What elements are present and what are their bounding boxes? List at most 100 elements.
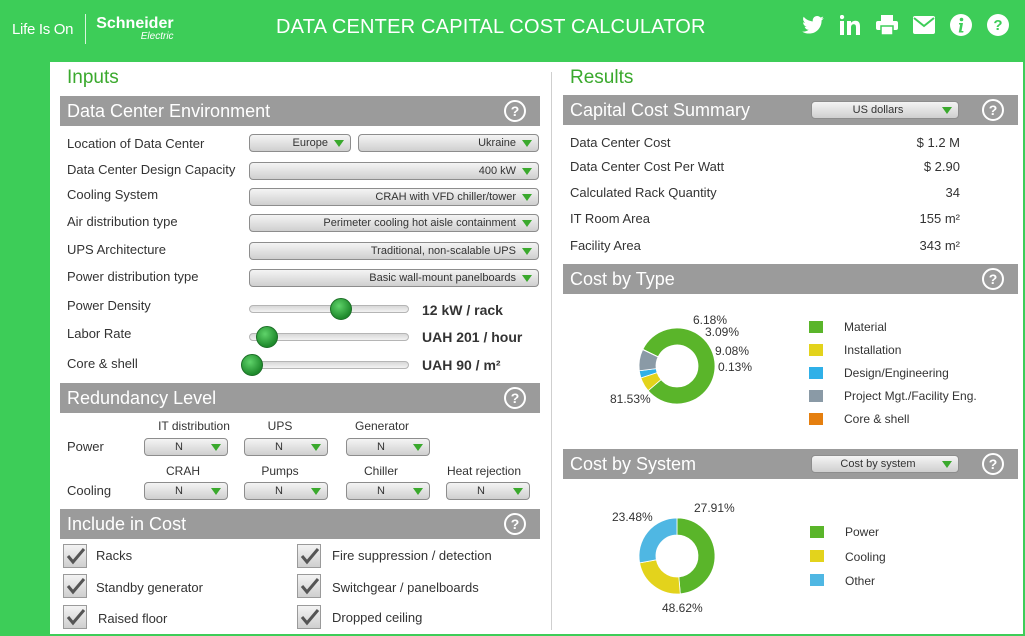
- chevron-down-icon: [522, 140, 532, 147]
- core-shell-slider[interactable]: [249, 361, 409, 369]
- capacity-dropdown[interactable]: 400 kW: [249, 162, 539, 180]
- cost-by-type-help-icon[interactable]: ?: [982, 268, 1004, 290]
- cost-by-type-heading: Cost by Type: [570, 269, 675, 289]
- labor-rate-slider[interactable]: [249, 333, 409, 341]
- chiller-dropdown[interactable]: N: [346, 482, 430, 500]
- power-density-slider[interactable]: [249, 305, 409, 313]
- core-shell-slider-handle[interactable]: [241, 354, 263, 376]
- capacity-value: 400 kW: [478, 165, 516, 177]
- pumps-dropdown[interactable]: N: [244, 482, 328, 500]
- chevron-down-icon: [334, 140, 344, 147]
- labor-rate-slider-handle[interactable]: [256, 326, 279, 348]
- cost-by-system-value: Cost by system: [840, 458, 916, 470]
- checkmark-icon: [66, 578, 86, 595]
- main-panel: Inputs Data Center Environment ? Locatio…: [50, 62, 1023, 634]
- ups-architecture-dropdown[interactable]: Traditional, non-scalable UPS: [249, 242, 539, 260]
- standby-generator-label: Standby generator: [96, 580, 203, 595]
- redundancy-help-icon[interactable]: ?: [504, 387, 526, 409]
- legend-installation: Installation: [844, 343, 902, 357]
- linkedin-icon[interactable]: [838, 13, 861, 36]
- power-redundancy-label: Power: [67, 439, 104, 454]
- legend-swatch-cooling: [810, 550, 824, 562]
- generator-value: N: [377, 441, 385, 453]
- checkmark-icon: [66, 548, 86, 565]
- ups-redundancy-value: N: [275, 441, 283, 453]
- slice-other[interactable]: [638, 517, 678, 564]
- legend-other: Other: [845, 574, 876, 588]
- switchgear-checkbox[interactable]: [297, 574, 321, 598]
- twitter-icon[interactable]: [801, 13, 824, 36]
- type-pct-project: 9.08%: [715, 344, 750, 358]
- environment-heading: Data Center Environment: [67, 101, 271, 121]
- ups-redundancy-dropdown[interactable]: N: [244, 438, 328, 456]
- slice-power[interactable]: [676, 517, 716, 595]
- slice-cooling[interactable]: [639, 559, 681, 595]
- core-shell-label: Core & shell: [67, 356, 138, 371]
- racks-checkbox[interactable]: [63, 544, 87, 568]
- life-is-on-tagline: Life Is On: [12, 20, 74, 38]
- heat-rejection-dropdown[interactable]: N: [446, 482, 530, 500]
- schneider-logo: Schneider Electric: [96, 16, 173, 42]
- dc-cost-label: Data Center Cost: [570, 135, 671, 150]
- country-value: Ukraine: [478, 137, 516, 149]
- slice-core-shell[interactable]: [642, 348, 659, 358]
- checkmark-icon: [300, 548, 320, 565]
- pumps-value: N: [275, 485, 283, 497]
- crah-dropdown[interactable]: N: [144, 482, 228, 500]
- results-title: Results: [570, 67, 634, 88]
- currency-dropdown[interactable]: US dollars: [811, 101, 959, 119]
- environment-help-icon[interactable]: ?: [504, 100, 526, 122]
- summary-help-icon[interactable]: ?: [982, 99, 1004, 121]
- chevron-down-icon: [311, 488, 321, 495]
- header-toolbar: ?: [801, 13, 1009, 36]
- currency-value: US dollars: [852, 104, 904, 116]
- help-icon[interactable]: ?: [986, 13, 1009, 36]
- chevron-down-icon: [522, 220, 532, 227]
- dropped-ceiling-label: Dropped ceiling: [332, 610, 423, 625]
- air-distribution-dropdown[interactable]: Perimeter cooling hot aisle containment: [249, 214, 539, 232]
- location-label: Location of Data Center: [67, 136, 205, 151]
- include-header: Include in Cost ?: [60, 509, 540, 539]
- region-dropdown[interactable]: Europe: [249, 134, 351, 152]
- legend-swatch-material: [809, 321, 823, 333]
- it-room-area-label: IT Room Area: [570, 211, 650, 226]
- chevron-down-icon: [211, 444, 221, 451]
- it-distribution-dropdown[interactable]: N: [144, 438, 228, 456]
- legend-material: Material: [844, 320, 887, 334]
- cost-per-watt-label: Data Center Cost Per Watt: [570, 159, 725, 174]
- cost-by-system-header: Cost by System Cost by system ?: [563, 449, 1018, 479]
- labor-rate-value: UAH 201 / hour: [422, 329, 523, 345]
- chevron-down-icon: [311, 444, 321, 451]
- cost-by-system-heading: Cost by System: [570, 454, 697, 474]
- dc-cost-value: $ 1.2 M: [916, 135, 960, 150]
- legend-swatch-other: [810, 574, 824, 586]
- cost-by-system-help-icon[interactable]: ?: [982, 453, 1004, 475]
- column-divider: [551, 72, 552, 630]
- fire-suppression-label: Fire suppression / detection: [332, 548, 492, 563]
- dropped-ceiling-checkbox[interactable]: [297, 605, 321, 629]
- standby-generator-checkbox[interactable]: [63, 574, 87, 598]
- power-density-slider-handle[interactable]: [330, 298, 353, 320]
- country-dropdown[interactable]: Ukraine: [358, 134, 539, 152]
- fire-suppression-checkbox[interactable]: [297, 544, 321, 568]
- slice-material[interactable]: [642, 327, 716, 405]
- include-help-icon[interactable]: ?: [504, 513, 526, 535]
- cost-by-type-header: Cost by Type ?: [563, 264, 1018, 294]
- generator-heading: Generator: [354, 419, 410, 433]
- legend-core: Core & shell: [844, 412, 910, 426]
- cooling-system-label: Cooling System: [67, 187, 159, 202]
- cost-by-system-dropdown[interactable]: Cost by system: [811, 455, 959, 473]
- email-icon[interactable]: [912, 13, 935, 36]
- pumps-heading: Pumps: [261, 464, 299, 478]
- print-icon[interactable]: [875, 13, 898, 36]
- info-icon[interactable]: [949, 13, 972, 36]
- power-distribution-dropdown[interactable]: Basic wall-mount panelboards: [249, 269, 539, 287]
- type-pct-core: 0.13%: [718, 360, 753, 374]
- brand-logo[interactable]: Life Is On Schneider Electric: [12, 14, 174, 44]
- generator-dropdown[interactable]: N: [346, 438, 430, 456]
- raised-floor-label: Raised floor: [98, 611, 168, 626]
- raised-floor-checkbox[interactable]: [63, 605, 87, 629]
- chevron-down-icon: [413, 488, 423, 495]
- cooling-system-dropdown[interactable]: CRAH with VFD chiller/tower: [249, 188, 539, 206]
- inputs-title: Inputs: [67, 67, 119, 88]
